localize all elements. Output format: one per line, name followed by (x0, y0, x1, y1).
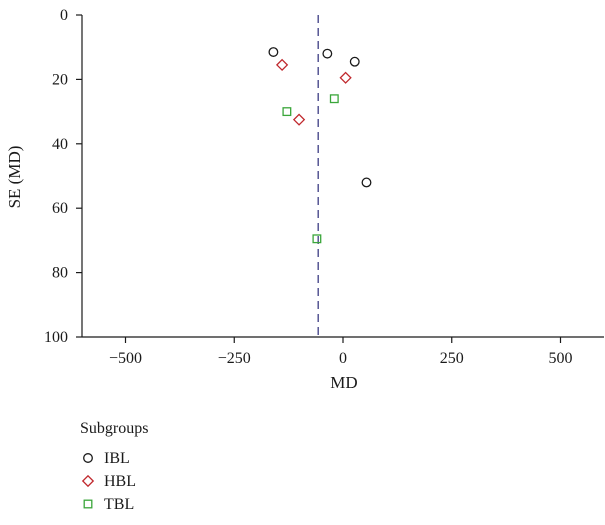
y-tick-label: 40 (52, 136, 68, 153)
data-points (268, 47, 372, 244)
y-tick-label: 20 (52, 71, 68, 88)
ibl-point (349, 56, 360, 67)
tbl-point (282, 107, 292, 117)
legend-tbl-label: TBL (104, 496, 134, 513)
x-tick-label: −250 (218, 350, 251, 367)
hbl-point (292, 113, 306, 126)
legend-ibl-label: IBL (104, 450, 130, 467)
x-tick-label: 500 (549, 350, 573, 367)
axes: 0 20 40 60 80 100 −500 −250 0 250 500 (44, 7, 604, 367)
y-tick-label: 60 (52, 200, 68, 217)
x-tick-label: 250 (440, 350, 464, 367)
legend-tbl-marker (83, 499, 93, 509)
y-tick-label: 100 (44, 329, 68, 346)
y-axis-title: SE (MD) (5, 146, 24, 209)
hbl-point (339, 71, 352, 84)
legend-hbl-label: HBL (104, 473, 136, 490)
legend-hbl-marker (81, 474, 95, 488)
ibl-point (361, 177, 372, 188)
x-axis-title: MD (330, 373, 357, 392)
y-tick-label: 0 (60, 7, 68, 24)
legend-title: Subgroups (80, 420, 148, 437)
tbl-point (312, 234, 322, 244)
legend-ibl-marker (83, 453, 93, 463)
tbl-point (329, 94, 339, 104)
x-tick-label: −500 (109, 350, 142, 367)
legend: Subgroups IBL HBL TBL (80, 420, 148, 513)
hbl-point (275, 58, 289, 72)
y-tick-label: 80 (52, 265, 68, 282)
x-tick-label: 0 (339, 350, 347, 367)
ibl-point (322, 48, 333, 59)
ibl-point (268, 47, 279, 57)
